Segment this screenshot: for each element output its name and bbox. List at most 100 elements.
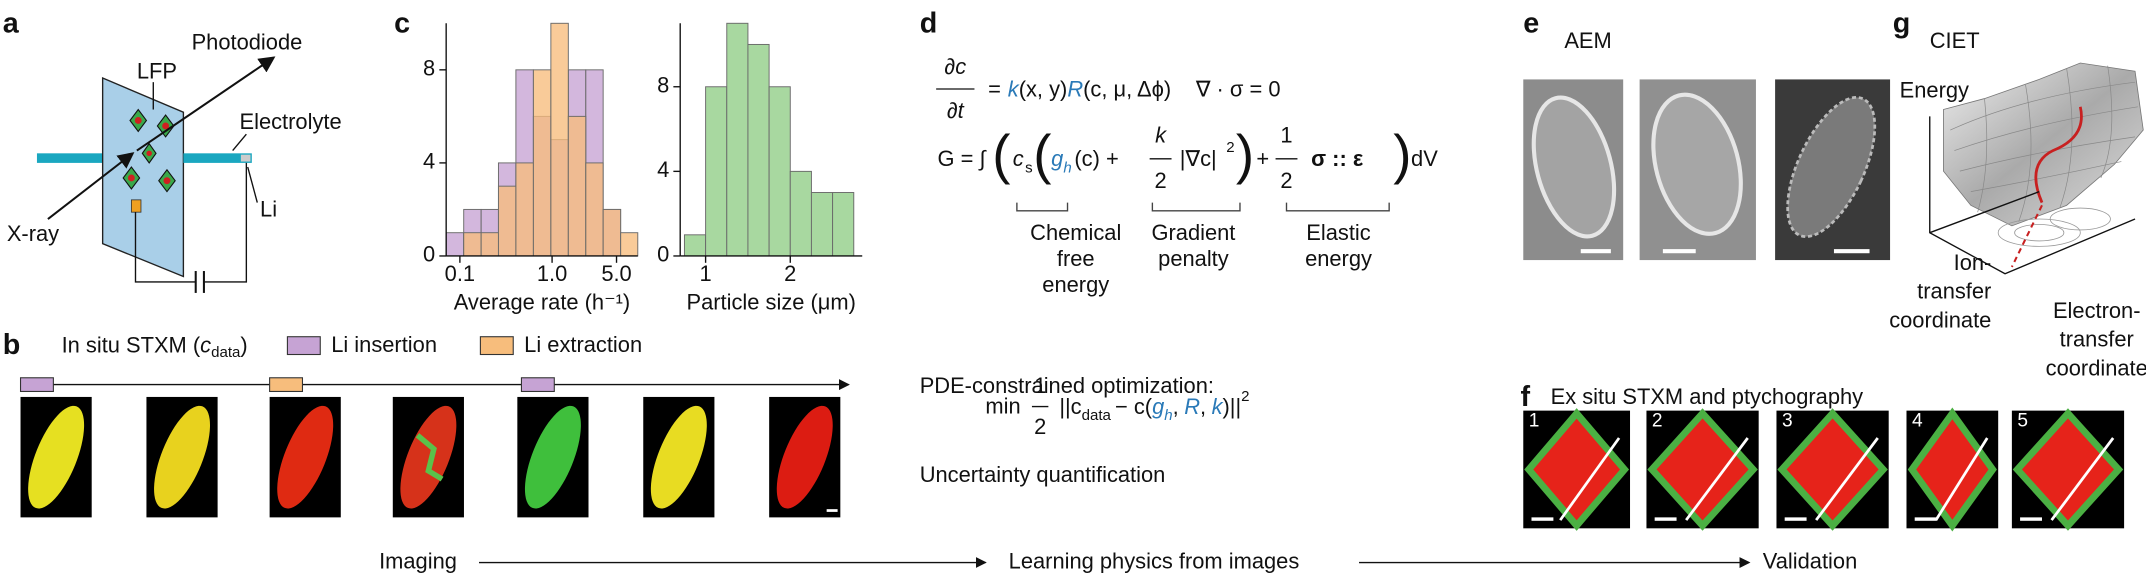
decoration: Ion-transfer coordinate Electron-transfer c… bbox=[1889, 250, 2146, 380]
decoration bbox=[1651, 92, 1743, 236]
decoration bbox=[1929, 191, 2040, 234]
decoration bbox=[127, 117, 171, 185]
text: Uncertainty quantification bbox=[920, 462, 1166, 487]
term-label: Gradient bbox=[1151, 220, 1235, 245]
label: LFP bbox=[137, 58, 177, 83]
panel-b: b In situ STXM (cdata) Li insertion Li e… bbox=[3, 329, 850, 518]
decoration bbox=[1997, 218, 2081, 247]
panel-letter: g bbox=[1893, 7, 1911, 39]
x-tick-label: 1 bbox=[700, 261, 712, 286]
decoration bbox=[2010, 204, 2043, 268]
electrolyte-bar bbox=[36, 153, 103, 163]
decoration bbox=[1970, 161, 2122, 192]
eq: σ :: ε bbox=[1311, 146, 1364, 171]
eq: dV bbox=[1411, 146, 1438, 171]
decoration bbox=[2059, 68, 2073, 209]
beam-arrow bbox=[136, 56, 276, 152]
panel-f: f Ex situ STXM and ptychography 1 2 3 4 5 bbox=[1521, 381, 2125, 532]
particle bbox=[776, 405, 833, 509]
label: Electrolyte bbox=[240, 109, 342, 134]
decoration: ChemicalfreeenergyGradientpenaltyElastic… bbox=[1030, 220, 1372, 297]
timeline-step bbox=[19, 377, 54, 393]
x-tick-label: 5.0 bbox=[601, 261, 631, 286]
y-tick-label: 8 bbox=[657, 73, 669, 98]
label: Li bbox=[260, 197, 277, 222]
histogram-bar bbox=[567, 115, 587, 257]
decoration bbox=[163, 177, 171, 185]
decoration bbox=[1950, 65, 2138, 222]
flow: Imaging Learning physics from images Val… bbox=[379, 548, 1857, 573]
histogram-bar bbox=[832, 192, 855, 257]
panel-title: Ex situ STXM and ptychography bbox=[1551, 384, 1864, 409]
decoration bbox=[1662, 249, 1696, 254]
eq: g bbox=[1051, 146, 1063, 171]
histogram-bar bbox=[480, 232, 499, 257]
image-number: 2 bbox=[1652, 411, 1663, 432]
particle-region bbox=[415, 433, 444, 482]
facet-line bbox=[2050, 437, 2115, 521]
decoration bbox=[134, 117, 142, 124]
legend-swatch bbox=[479, 336, 514, 356]
decoration bbox=[1016, 202, 1390, 212]
particle bbox=[1777, 408, 1888, 531]
flow-label: Learning physics from images bbox=[1009, 548, 1300, 573]
eq: 2 bbox=[1034, 414, 1046, 439]
scale-bar bbox=[1914, 517, 1937, 521]
axis-label: transfer bbox=[1917, 279, 1991, 304]
eq: ∂c bbox=[944, 54, 966, 79]
eq: ( bbox=[992, 123, 1010, 185]
histogram-bar bbox=[789, 170, 812, 257]
term-label: energy bbox=[1042, 272, 1109, 297]
x-axis-label: Particle size (μm) bbox=[687, 290, 856, 315]
term-label: Chemical bbox=[1030, 220, 1121, 245]
particle bbox=[524, 405, 581, 509]
histogram-bar bbox=[602, 208, 622, 257]
histogram-chart: 0 4 8 0.1 1.0 5.0 Average rate (h⁻¹) bbox=[423, 22, 639, 315]
panel-title: AEM bbox=[1564, 28, 1611, 53]
eq: (c) + bbox=[1074, 146, 1118, 171]
decoration bbox=[1929, 116, 2136, 275]
eq: G = ∫ bbox=[938, 146, 988, 171]
facet-line bbox=[1815, 437, 1879, 521]
eq: min bbox=[985, 394, 1020, 419]
scale-bar bbox=[1654, 517, 1677, 521]
decoration bbox=[130, 199, 142, 213]
decoration bbox=[1580, 249, 1611, 254]
y-tick-label: 0 bbox=[657, 242, 669, 267]
decoration bbox=[2014, 224, 2065, 242]
decoration bbox=[162, 122, 170, 130]
y-tick-label: 0 bbox=[423, 242, 435, 267]
eq: ( bbox=[1033, 123, 1051, 185]
panel-letter: d bbox=[920, 7, 938, 39]
decoration bbox=[2034, 106, 2083, 204]
image-number: 4 bbox=[1912, 411, 1923, 432]
image-number: 1 bbox=[1529, 411, 1540, 432]
facet-line bbox=[1559, 437, 1621, 521]
legend-swatch bbox=[286, 336, 321, 356]
panel-letter: f bbox=[1521, 381, 1531, 413]
particle bbox=[2012, 408, 2124, 531]
histogram-bar bbox=[532, 69, 552, 257]
histogram-bar bbox=[705, 86, 728, 257]
eq: ) bbox=[1393, 123, 1411, 185]
decoration bbox=[232, 133, 247, 152]
flow-label: Validation bbox=[1763, 548, 1857, 573]
histogram-bar bbox=[768, 86, 791, 257]
particle bbox=[28, 405, 85, 509]
decoration bbox=[1580, 249, 1870, 254]
facet-line bbox=[1934, 437, 1989, 521]
x-axis-label: Average rate (h⁻¹) bbox=[454, 290, 631, 315]
eq: 1 bbox=[1280, 123, 1292, 148]
panel-title: In situ STXM (cdata) bbox=[62, 332, 248, 361]
circuit bbox=[134, 212, 196, 283]
decoration bbox=[2049, 207, 2111, 231]
histogram-bar bbox=[810, 192, 834, 257]
electrolyte-bar bbox=[183, 153, 252, 163]
histogram-bar bbox=[683, 234, 707, 257]
decoration bbox=[127, 174, 135, 182]
eq: 2 bbox=[1226, 139, 1234, 156]
particle bbox=[154, 405, 211, 509]
panel-title: CIET bbox=[1930, 28, 1980, 53]
